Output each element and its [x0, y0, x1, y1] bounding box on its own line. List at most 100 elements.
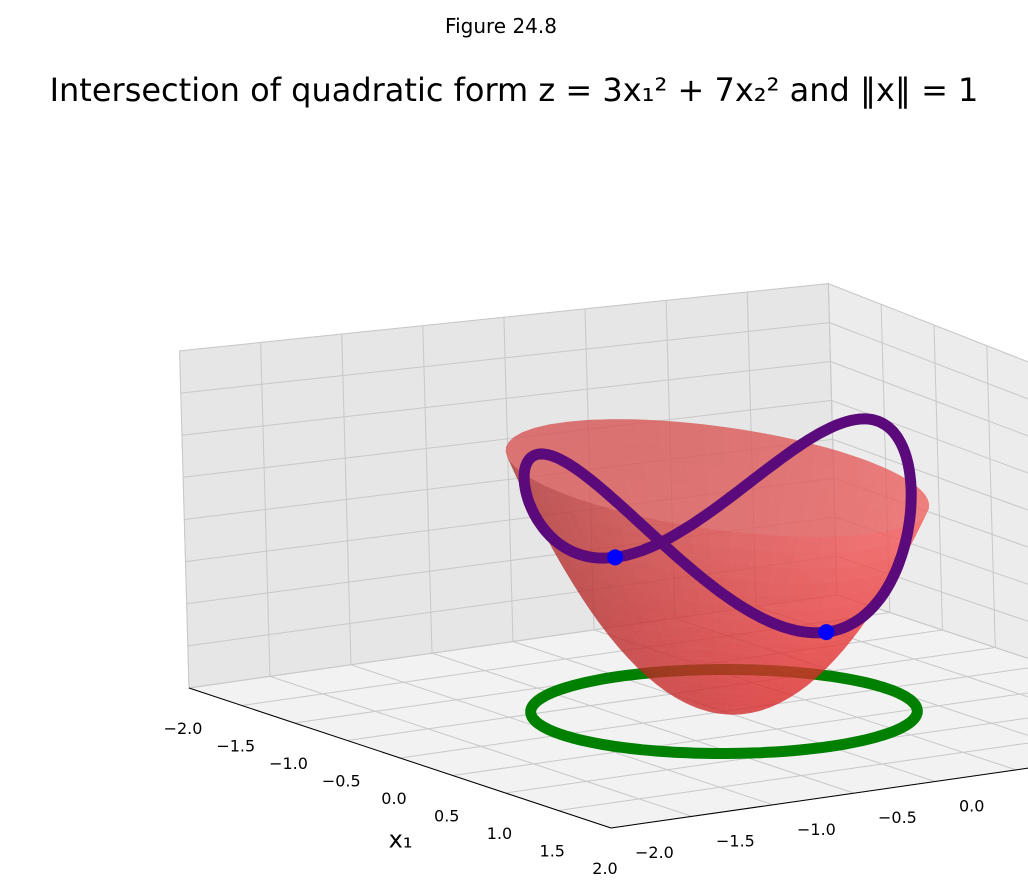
surface-facet: [750, 550, 774, 568]
surface-facet: [667, 682, 678, 690]
surface-facet: [592, 607, 605, 623]
surface-facet: [849, 563, 873, 581]
surface-facet: [609, 632, 621, 646]
surface-facet: [576, 498, 592, 520]
surface-facet: [672, 683, 682, 691]
surface-facet: [697, 702, 705, 707]
surface-facet: [711, 561, 731, 580]
surface-facet: [594, 577, 608, 595]
surface-facet: [733, 712, 741, 714]
surface-facet: [584, 584, 598, 602]
figure-suptitle: Figure 24.8: [445, 14, 557, 38]
surface-facet: [621, 620, 634, 635]
surface-facet: [676, 684, 686, 692]
surface-facet: [796, 652, 815, 664]
surface-facet: [617, 628, 630, 642]
surface-facet: [652, 680, 664, 689]
surface-facet: [799, 680, 812, 690]
surface-facet: [580, 531, 596, 552]
surface-facet: [592, 598, 606, 615]
surface-facet: [620, 645, 633, 658]
surface-facet: [762, 693, 777, 699]
surface-facet: [657, 673, 668, 682]
surface-facet: [717, 661, 730, 672]
surface-facet: [729, 662, 742, 673]
surface-facet: [799, 609, 822, 623]
surface-facet: [623, 587, 637, 604]
surface-facet: [650, 594, 665, 610]
surface-facet: [730, 564, 751, 581]
surface-facet: [728, 713, 734, 715]
surface-facet: [640, 591, 655, 608]
surface-facet: [582, 516, 598, 538]
surface-facet: [840, 534, 867, 553]
surface-facet: [706, 695, 715, 702]
surface-facet: [601, 592, 615, 608]
surface-facet: [685, 600, 701, 616]
surface-facet: [614, 596, 628, 613]
surface-facet: [691, 701, 699, 706]
surface-facet: [785, 684, 800, 693]
surface-facet: [558, 547, 572, 567]
surface-facet: [747, 703, 759, 708]
surface-facet: [693, 704, 701, 709]
surface-facet: [624, 640, 637, 653]
surface-facet: [707, 710, 713, 713]
surface-facet: [702, 628, 716, 642]
surface-facet: [650, 675, 661, 685]
surface-facet: [636, 577, 651, 595]
surface-facet: [749, 680, 763, 688]
unit-circle-path: [525, 664, 923, 759]
surface-facet: [729, 652, 743, 664]
surface-facet: [757, 644, 776, 656]
x-tick-label: −1.0: [269, 754, 308, 773]
surface-facet: [763, 672, 779, 681]
surface-facet: [617, 572, 632, 590]
gridline-z: [180, 322, 1028, 400]
surface-facet: [726, 709, 733, 713]
surface-facet: [631, 561, 647, 580]
surface-facet: [681, 685, 691, 693]
surface-facet: [639, 636, 651, 649]
surface-facet: [695, 705, 703, 709]
x-tick-label: −1.5: [216, 737, 255, 756]
surface-facet: [720, 697, 728, 703]
surface-facet: [661, 596, 676, 612]
surface-facet: [608, 605, 622, 621]
surface-facet: [721, 706, 728, 710]
surface-facet: [843, 632, 857, 646]
surface-facet: [710, 684, 720, 692]
surface-facet: [771, 692, 785, 699]
surface-facet: [686, 696, 695, 702]
surface-facet: [683, 586, 699, 603]
surface-facet: [641, 616, 655, 631]
surface-facet: [675, 696, 684, 702]
surface-facet: [574, 513, 589, 535]
surface-facet: [676, 678, 687, 687]
surface-facet: [732, 707, 741, 711]
surface-facet: [601, 580, 615, 597]
surface-facet: [663, 652, 675, 664]
surface-facet: [756, 687, 771, 694]
surface-facet: [703, 699, 711, 705]
surface-facet: [656, 678, 667, 687]
surface-facet: [614, 608, 627, 623]
surface-facet: [611, 525, 627, 546]
surface-facet: [670, 653, 682, 665]
surface-facet: [738, 707, 748, 711]
surface-facet: [804, 678, 816, 688]
surface-facet: [646, 669, 657, 679]
surface-facet: [801, 642, 821, 655]
surface-facet: [627, 657, 639, 669]
surface-facet: [679, 697, 689, 703]
surface-facet: [760, 702, 773, 707]
surface-facet: [651, 664, 663, 675]
surface-facet: [642, 671, 653, 681]
surface-facet: [755, 706, 767, 710]
surface-facet: [636, 652, 648, 664]
surface-facet: [729, 619, 747, 633]
surface-facet: [729, 712, 736, 714]
surface-facet: [814, 552, 841, 569]
surface-facet: [678, 655, 690, 666]
surface-facet: [744, 632, 762, 645]
